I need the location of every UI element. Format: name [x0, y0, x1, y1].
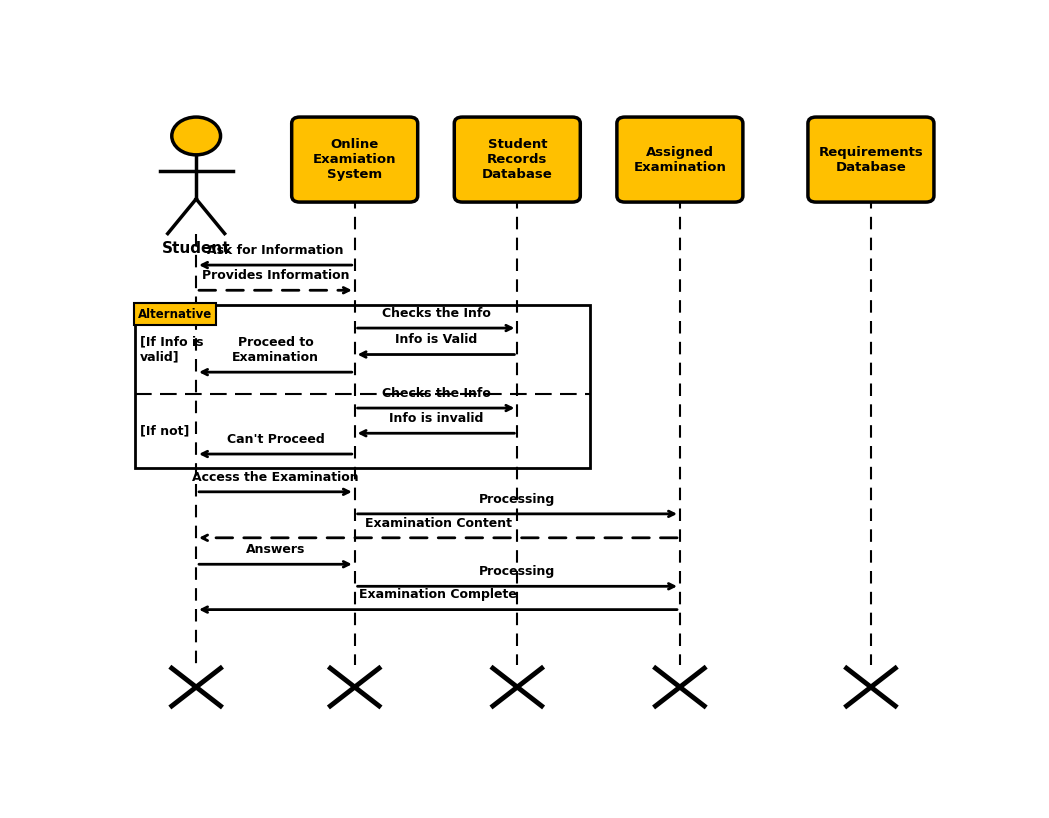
- Text: Info is invalid: Info is invalid: [389, 412, 484, 425]
- Text: Assigned
Examination: Assigned Examination: [634, 146, 726, 173]
- Text: Examination Content: Examination Content: [364, 517, 512, 529]
- Text: Proceed to
Examination: Proceed to Examination: [232, 336, 319, 364]
- Text: Alternative: Alternative: [137, 308, 212, 321]
- Text: Can't Proceed: Can't Proceed: [227, 433, 324, 446]
- Text: Answers: Answers: [245, 543, 305, 556]
- FancyBboxPatch shape: [292, 117, 418, 202]
- Text: Checks the Info: Checks the Info: [382, 307, 491, 320]
- FancyBboxPatch shape: [617, 117, 743, 202]
- Circle shape: [172, 117, 220, 155]
- Text: [If Info is
valid]: [If Info is valid]: [141, 335, 204, 363]
- Text: Online
Examiation
System: Online Examiation System: [313, 138, 397, 181]
- FancyBboxPatch shape: [808, 117, 934, 202]
- FancyBboxPatch shape: [133, 303, 216, 325]
- Text: Requirements
Database: Requirements Database: [818, 146, 923, 173]
- Text: Access the Examination: Access the Examination: [192, 470, 359, 483]
- Text: Info is Valid: Info is Valid: [394, 333, 477, 346]
- Text: Processing: Processing: [479, 565, 555, 578]
- Text: [If not]: [If not]: [141, 425, 190, 438]
- Text: Provides Information: Provides Information: [201, 269, 349, 282]
- Text: Ask for Information: Ask for Information: [208, 244, 344, 257]
- Text: Examination Complete: Examination Complete: [359, 588, 517, 601]
- Text: Student
Records
Database: Student Records Database: [481, 138, 553, 181]
- Text: Checks the Info: Checks the Info: [382, 387, 491, 400]
- Text: Processing: Processing: [479, 492, 555, 506]
- FancyBboxPatch shape: [454, 117, 580, 202]
- Text: Student: Student: [162, 241, 231, 256]
